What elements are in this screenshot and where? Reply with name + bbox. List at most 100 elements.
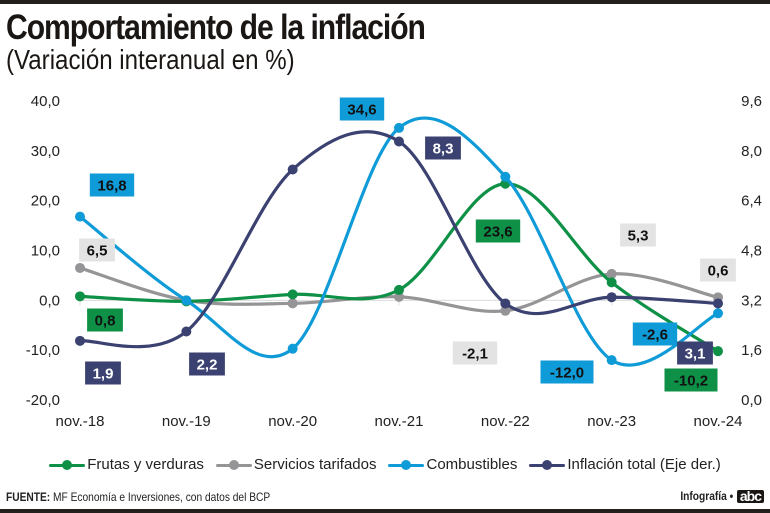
data-label-text: 3,1 <box>685 346 706 363</box>
source-text: MF Economía e Inversiones, con datos del… <box>53 490 271 504</box>
x-axis-tick-label: nov.-23 <box>587 413 636 430</box>
data-label-text: 2,2 <box>197 357 218 374</box>
data-point[interactable] <box>500 298 511 309</box>
right-axis-tick-label: 0,0 <box>741 392 762 409</box>
data-point[interactable] <box>287 298 298 309</box>
data-point[interactable] <box>606 268 617 279</box>
data-point[interactable] <box>75 262 85 273</box>
data-label-box <box>540 360 594 384</box>
right-axis-tick-label: 4,8 <box>741 243 762 260</box>
data-point[interactable] <box>394 122 404 133</box>
data-label-box <box>85 361 121 385</box>
left-axis-tick-label: -10,0 <box>26 342 60 359</box>
data-label: 3,1 <box>677 341 713 365</box>
legend-item-combustibles[interactable]: Combustibles <box>388 456 517 473</box>
right-axis-tick-label: 1,6 <box>741 342 762 359</box>
data-label-text: 0,6 <box>708 263 729 280</box>
data-point[interactable] <box>500 305 511 316</box>
right-axis-tick-label: 9,6 <box>741 93 762 110</box>
data-point[interactable] <box>500 171 511 182</box>
series-lines <box>75 116 723 367</box>
data-label-box <box>79 238 115 262</box>
legend-swatch-combustibles <box>388 458 425 472</box>
source-label: FUENTE: <box>6 490 51 504</box>
chart-subtitle: (Variación interanual en %) <box>6 44 295 75</box>
data-point[interactable] <box>606 292 617 303</box>
data-label-box <box>620 223 656 247</box>
data-point[interactable] <box>287 343 298 354</box>
data-point[interactable] <box>606 355 617 366</box>
data-label-text: -12,0 <box>550 365 584 382</box>
credit-label: Infografía • <box>680 489 733 503</box>
data-label-text: 34,6 <box>347 102 376 119</box>
data-point[interactable] <box>713 298 723 309</box>
series-inflacion-total-eje-der <box>75 130 723 349</box>
x-axis: nov.-18 nov.-19 nov.-20 nov.-21 nov.-22 nov.-… <box>56 413 743 430</box>
data-point[interactable] <box>394 291 404 302</box>
series-line <box>78 182 720 353</box>
data-label-text: 0,8 <box>95 313 116 330</box>
right-axis-tick-label: 3,2 <box>741 292 762 309</box>
data-point[interactable] <box>75 211 85 222</box>
data-point[interactable] <box>394 136 404 147</box>
data-labels: 0,8 23,6 -10,2 6,5 -2,1 5,3 0,6 16,8 34,6 -12,0 -2… <box>79 97 736 392</box>
data-label: 2,2 <box>189 352 225 376</box>
data-label-box <box>664 368 718 392</box>
data-label-text: -10,2 <box>674 373 708 390</box>
left-axis-tick-label: 10,0 <box>31 243 60 260</box>
x-axis-tick-label: nov.-20 <box>268 413 317 430</box>
legend-swatch-inflacion <box>529 458 566 472</box>
data-label-box <box>189 352 225 376</box>
data-label-text: -2,6 <box>642 327 668 344</box>
legend-swatch-servicios <box>215 458 252 472</box>
left-axis-tick-label: 0,0 <box>39 292 60 309</box>
data-label: 23,6 <box>475 219 521 243</box>
legend-item-inflacion[interactable]: Inflación total (Eje der.) <box>529 456 721 473</box>
data-label: -2,6 <box>632 322 678 346</box>
data-label: 0,6 <box>700 258 736 282</box>
data-point[interactable] <box>75 335 85 346</box>
legend-swatch-frutas <box>49 458 86 472</box>
data-point[interactable] <box>181 326 192 337</box>
data-label-box <box>89 173 135 197</box>
legend-label: Frutas y verduras <box>87 456 204 473</box>
series-frutas-y-verduras <box>75 178 723 357</box>
data-point[interactable] <box>287 164 298 175</box>
data-label-box <box>475 219 521 243</box>
data-point[interactable] <box>75 291 85 302</box>
data-label-box <box>452 341 498 365</box>
x-axis-tick-label: nov.-19 <box>162 413 211 430</box>
data-label-box <box>87 308 123 332</box>
data-label-box <box>339 97 385 121</box>
data-point[interactable] <box>394 284 404 295</box>
data-point[interactable] <box>181 295 192 306</box>
left-axis-tick-label: -20,0 <box>26 392 60 409</box>
x-axis-tick-label: nov.-21 <box>375 413 424 430</box>
data-point[interactable] <box>606 277 617 288</box>
data-label: -2,1 <box>452 341 498 365</box>
credit: Infografía • abc <box>671 489 764 503</box>
data-point[interactable] <box>713 308 723 319</box>
data-label-text: 6,5 <box>87 243 108 260</box>
data-label-text: 1,9 <box>93 366 114 383</box>
data-label: 16,8 <box>89 173 135 197</box>
left-axis-tick-label: 40,0 <box>31 93 60 110</box>
data-label: 34,6 <box>339 97 385 121</box>
right-axis-tick-label: 6,4 <box>741 193 762 210</box>
data-label-box <box>632 322 678 346</box>
legend-label: Inflación total (Eje der.) <box>567 456 721 473</box>
data-label-text: 5,3 <box>628 228 649 245</box>
left-axis: 40,0 30,0 20,0 10,0 0,0 -10,0 -20,0 <box>26 93 60 409</box>
data-label: -10,2 <box>664 368 718 392</box>
data-label-box <box>677 341 713 365</box>
data-point[interactable] <box>713 346 723 357</box>
legend-item-frutas[interactable]: Frutas y verduras <box>49 456 204 473</box>
data-label: 6,5 <box>79 238 115 262</box>
legend-label: Combustibles <box>426 456 518 473</box>
legend: Frutas y verduras Servicios tarifados Co… <box>0 456 770 473</box>
data-label: 5,3 <box>620 223 656 247</box>
series-combustibles <box>75 116 723 367</box>
data-point[interactable] <box>287 289 298 300</box>
x-axis-tick-label: nov.-22 <box>481 413 530 430</box>
legend-item-servicios[interactable]: Servicios tarifados <box>215 456 376 473</box>
